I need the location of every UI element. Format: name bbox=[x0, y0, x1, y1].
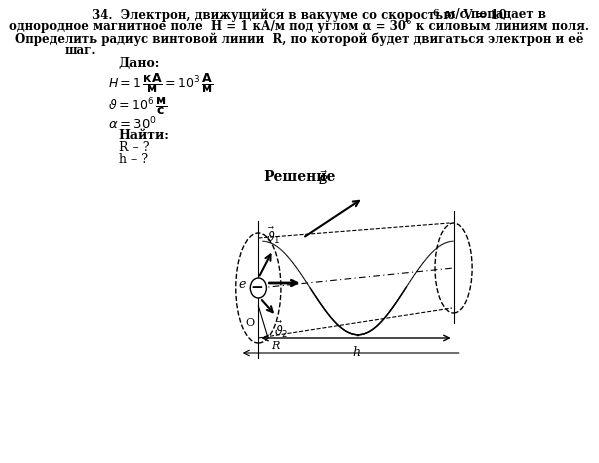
Text: $H = 1\,\dfrac{\mathbf{кА}}{\mathbf{м}} = 10^3\,\dfrac{\mathbf{А}}{\mathbf{м}}$: $H = 1\,\dfrac{\mathbf{кА}}{\mathbf{м}} … bbox=[108, 71, 214, 95]
Text: шаг.: шаг. bbox=[65, 44, 96, 57]
Circle shape bbox=[250, 278, 267, 298]
Text: Найти:: Найти: bbox=[119, 129, 170, 142]
Text: Дано:: Дано: bbox=[119, 57, 160, 70]
Text: −: − bbox=[250, 281, 263, 295]
Text: e: e bbox=[239, 279, 246, 292]
Text: однородное магнитное поле  H = 1 кА/м под углом α = 30° к силовым линиям поля.: однородное магнитное поле H = 1 кА/м под… bbox=[10, 20, 589, 33]
Text: h: h bbox=[352, 346, 360, 359]
Text: 34.  Электрон, движущийся в вакууме со скоростью  V = 10: 34. Электрон, движущийся в вакууме со ск… bbox=[92, 8, 507, 21]
Text: м/с попадает в: м/с попадает в bbox=[437, 8, 546, 21]
Text: h – ?: h – ? bbox=[119, 153, 148, 166]
Text: Определить радиус винтовой линии  R, по которой будет двигаться электрон и её: Определить радиус винтовой линии R, по к… bbox=[15, 32, 584, 46]
Text: R: R bbox=[271, 341, 280, 351]
Text: $\vec{\vartheta}_2$: $\vec{\vartheta}_2$ bbox=[274, 320, 288, 340]
Text: O: O bbox=[246, 318, 255, 328]
Text: Решение: Решение bbox=[264, 170, 335, 184]
Text: R – ?: R – ? bbox=[119, 141, 149, 154]
Text: 6: 6 bbox=[432, 9, 439, 18]
Text: $\vartheta = 10^6\,\dfrac{\mathbf{м}}{\mathbf{с}}$: $\vartheta = 10^6\,\dfrac{\mathbf{м}}{\m… bbox=[108, 95, 168, 117]
Text: $\vec{\vartheta}_1$: $\vec{\vartheta}_1$ bbox=[265, 225, 280, 246]
Text: $\alpha = 30^0$: $\alpha = 30^0$ bbox=[108, 116, 158, 132]
Text: $\vec{B}$: $\vec{B}$ bbox=[317, 171, 328, 188]
